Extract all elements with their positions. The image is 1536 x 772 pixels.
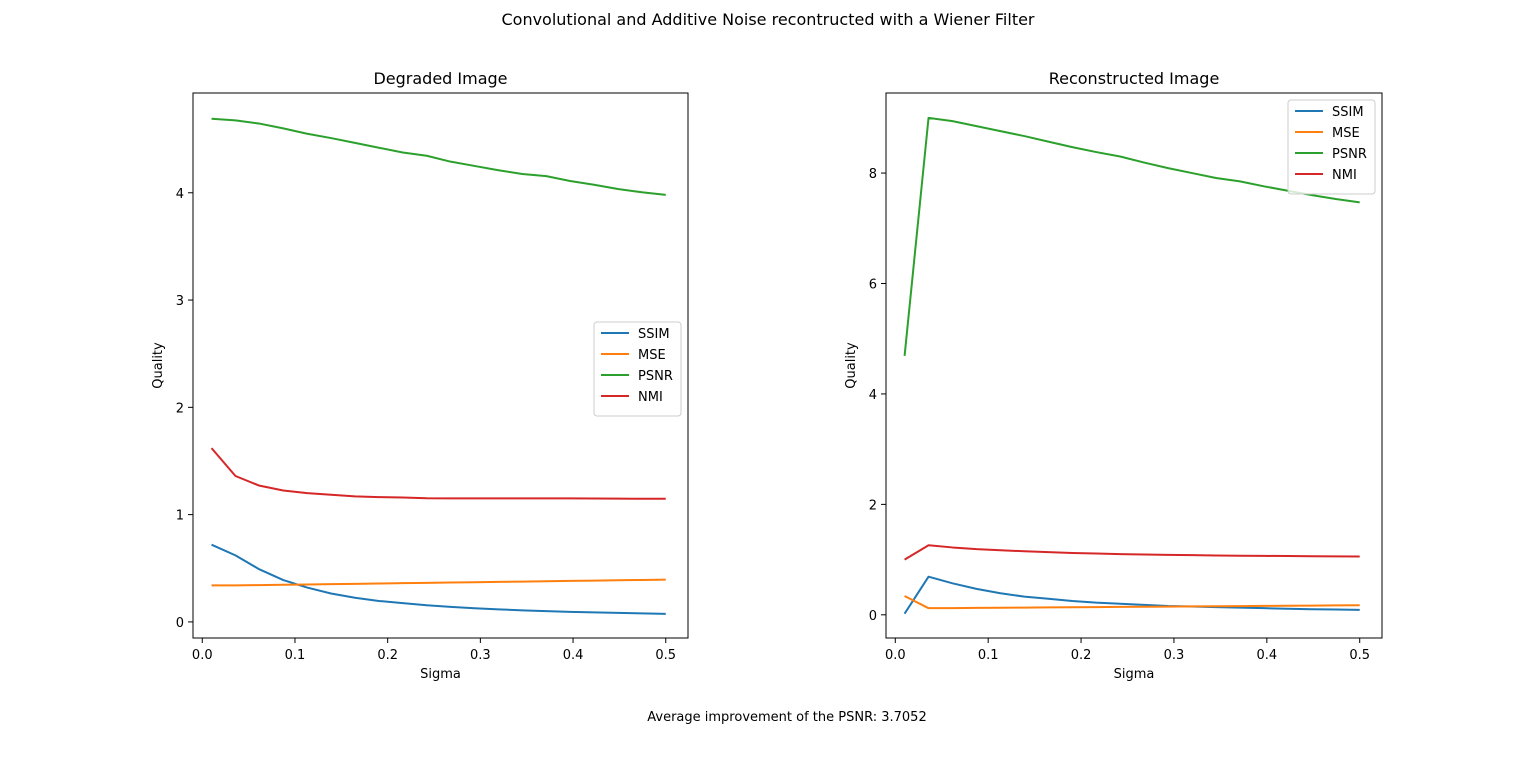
- chart-title: Degraded Image: [373, 69, 507, 88]
- x-tick-label: 0.0: [192, 648, 213, 663]
- x-tick-label: 0.5: [1349, 648, 1370, 663]
- psnr-improvement-note: Average improvement of the PSNR: 3.7052: [647, 710, 927, 725]
- legend: SSIM MSE PSNR NMI: [593, 321, 682, 417]
- plot-frame: [885, 92, 1383, 639]
- y-tick-label: 3: [176, 294, 184, 309]
- legend-label-mse: MSE: [1332, 126, 1360, 141]
- y-axis-label: Quality: [151, 342, 166, 389]
- x-tick-label: 0.0: [885, 648, 906, 663]
- legend-label-nmi: NMI: [1332, 168, 1357, 183]
- figure-title: Convolutional and Additive Noise recontr…: [501, 10, 1035, 29]
- legend-label-ssim: SSIM: [638, 327, 670, 342]
- plot-frame: [192, 92, 689, 639]
- y-tick-label: 4: [176, 187, 184, 202]
- series-line-psnr: [211, 117, 666, 196]
- x-tick-label: 0.1: [285, 648, 306, 663]
- y-tick-label: 2: [869, 498, 877, 513]
- series-line-mse: [904, 595, 1360, 610]
- x-tick-label: 0.1: [978, 648, 999, 663]
- series-line-mse: [211, 578, 666, 587]
- x-tick-label: 0.5: [655, 648, 676, 663]
- x-axis-label: Sigma: [1114, 667, 1155, 682]
- series-line-psnr: [903, 116, 1360, 356]
- legend-box: [593, 321, 682, 417]
- series-line-ssim: [211, 543, 666, 615]
- y-tick-label: 0: [176, 616, 184, 631]
- legend-label-psnr: PSNR: [638, 369, 673, 384]
- chart-title: Reconstructed Image: [1049, 69, 1220, 88]
- degraded-image-chart: Degraded Image 0.0 0.1 0.2 0.3 0.4 0.5 0 1 2 3 4 Sig…: [151, 69, 689, 682]
- legend-label-nmi: NMI: [638, 390, 663, 405]
- legend-label-mse: MSE: [638, 348, 666, 363]
- y-tick-label: 1: [176, 509, 184, 524]
- x-tick-label: 0.3: [1164, 648, 1185, 663]
- y-tick-label: 6: [869, 278, 877, 293]
- y-tick-label: 2: [176, 401, 184, 416]
- series-line-ssim: [903, 575, 1360, 615]
- series-line-nmi: [904, 544, 1360, 561]
- y-tick-label: 0: [869, 609, 877, 624]
- x-tick-label: 0.4: [563, 648, 584, 663]
- y-axis-label: Quality: [844, 342, 859, 389]
- x-tick-label: 0.2: [377, 648, 398, 663]
- legend-box: [1287, 99, 1376, 195]
- y-tick-label: 4: [869, 388, 877, 403]
- series-line-nmi: [210, 447, 666, 500]
- x-tick-label: 0.3: [470, 648, 491, 663]
- x-axis-label: Sigma: [420, 667, 461, 682]
- x-tick-label: 0.4: [1256, 648, 1277, 663]
- y-tick-label: 8: [869, 167, 877, 182]
- reconstructed-image-chart: Reconstructed Image 0.0 0.1 0.2 0.3 0.4 0.5 0 2 4…: [844, 69, 1383, 682]
- legend-label-psnr: PSNR: [1332, 147, 1367, 162]
- x-tick-label: 0.2: [1071, 648, 1092, 663]
- legend: SSIM MSE PSNR NMI: [1287, 99, 1376, 195]
- legend-label-ssim: SSIM: [1332, 105, 1364, 120]
